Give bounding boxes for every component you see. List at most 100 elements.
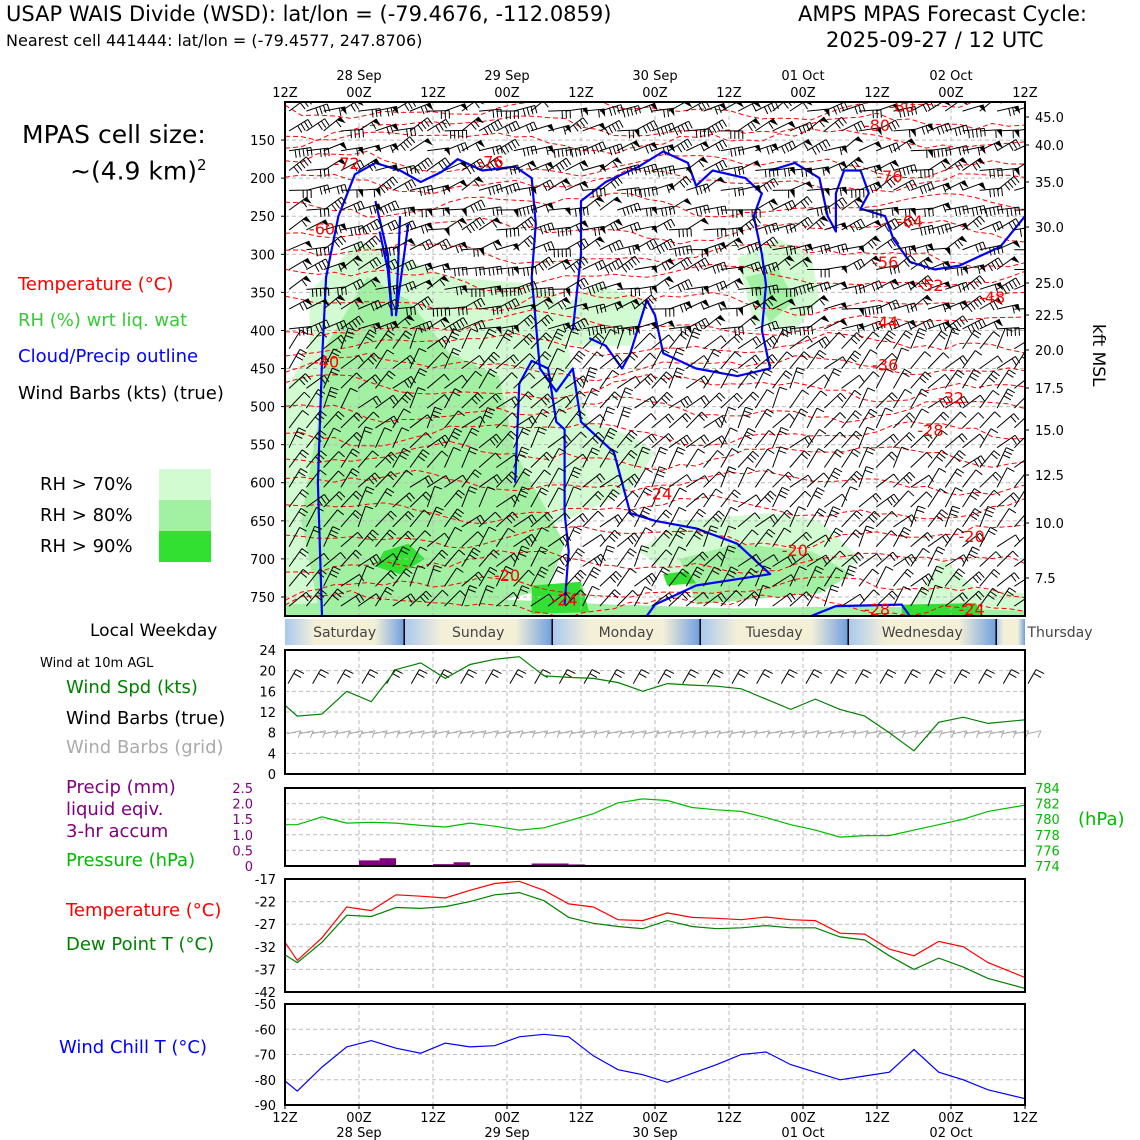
wind-barb	[685, 257, 710, 272]
wind-barb-feather	[579, 183, 584, 192]
wind-barb-shaft	[927, 449, 942, 468]
wind-barb-feather	[779, 430, 788, 435]
wind-barb-feather	[576, 281, 582, 290]
wind-barb	[530, 332, 553, 350]
wind-barb-feather	[394, 200, 400, 209]
wind-barb-feather	[992, 474, 999, 481]
wind-barb-feather	[668, 413, 675, 421]
wind-barb-feather	[937, 546, 946, 551]
wind-barb-feather	[628, 354, 636, 361]
wind-barb-feather	[597, 332, 605, 340]
wind-barb-feather	[959, 556, 966, 564]
wind-barb-feather	[300, 123, 306, 131]
wind-barb-shaft	[720, 165, 743, 172]
wind-barb	[685, 566, 705, 587]
wind-barb-feather	[960, 411, 967, 418]
wind-barb-feather	[866, 466, 874, 470]
wind-barb-feather	[504, 145, 510, 153]
wind-barb-shaft	[634, 294, 652, 310]
temperature-contour	[285, 374, 1025, 403]
wind-barb-feather	[401, 427, 410, 432]
wind-barb-shaft	[772, 298, 793, 310]
wind-barb-feather	[614, 589, 621, 596]
wind-barb-flag	[769, 118, 779, 126]
wind-barb-flag	[407, 238, 416, 246]
wind-barb	[685, 551, 709, 567]
wind-barb-feather	[1030, 531, 1036, 537]
wind-barb-shaft	[875, 530, 892, 548]
wind-barb	[737, 406, 754, 429]
wind-barb-feather	[993, 321, 999, 330]
wind-barb	[720, 489, 741, 508]
wind-barb-shaft	[340, 490, 357, 508]
wind-barb-feather	[406, 469, 413, 476]
wind-barb-shaft	[513, 204, 536, 211]
wind-barb-feather	[886, 333, 894, 340]
wind-barb-flag	[737, 227, 744, 236]
wind-barb-shaft	[426, 373, 445, 389]
wind-barb-shaft	[772, 325, 795, 330]
wind-barb-feather	[634, 188, 637, 197]
wind-barb-feather	[458, 410, 465, 417]
wind-barb-feather	[582, 513, 589, 521]
wind-barb-feather	[958, 207, 962, 216]
wind-barb-feather	[735, 590, 743, 597]
wind-barb-flag	[976, 158, 986, 165]
wind-barb-feather	[455, 245, 460, 254]
wind-barb-feather	[466, 167, 472, 175]
wind-barb-feather	[487, 372, 496, 378]
wind-barb-shaft	[841, 120, 862, 132]
wind-barb-feather	[833, 530, 841, 537]
wind-barb-feather	[647, 297, 654, 304]
wind-barb-shaft	[703, 471, 720, 488]
wind-barb-feather	[479, 217, 485, 225]
wind-barb-feather	[580, 589, 587, 596]
wind-barb-feather	[975, 244, 979, 253]
wind-barb-feather	[330, 371, 339, 376]
wind-barb	[495, 591, 519, 607]
wind-barb-flag	[355, 297, 364, 305]
pressure-axis-tick: 300	[250, 248, 275, 263]
wind-barb-shaft	[461, 328, 472, 349]
wind-barb	[979, 205, 1004, 217]
wind-barb-flag	[563, 259, 572, 267]
wind-barb-flag	[701, 141, 710, 149]
wind-barb-shaft	[893, 245, 916, 251]
wind-barb-feather	[578, 208, 581, 217]
wind-barb-feather	[501, 288, 504, 297]
wind-barb-feather	[858, 285, 862, 294]
wind-barb-flag	[910, 129, 917, 138]
wind-barb-shaft	[444, 374, 463, 389]
wind-barb-shaft	[754, 565, 765, 587]
wind-barb	[806, 116, 830, 132]
wind-barb-feather	[922, 374, 929, 381]
wind-barb-feather	[594, 493, 602, 501]
wind-barb-feather	[733, 336, 740, 344]
wind-barb	[582, 447, 600, 468]
wind-barb-shaft	[547, 348, 558, 369]
wind-barb-shaft	[858, 164, 881, 172]
wind-barb-shaft	[565, 256, 584, 270]
wind-barb-feather	[989, 208, 992, 217]
wind-barb-feather	[974, 488, 982, 494]
wind-barb	[427, 147, 451, 156]
wind-barb-shaft	[409, 491, 427, 508]
wind-barb-feather	[1014, 207, 1017, 216]
wind-barb	[323, 470, 345, 488]
wind-barb-feather	[730, 148, 733, 157]
wind-barb-feather	[658, 450, 667, 455]
wind-barb-feather	[906, 415, 913, 422]
wind-barb-feather	[373, 324, 377, 333]
wind-barb	[426, 434, 451, 449]
wind-barb-feather	[569, 227, 572, 236]
wind-barb-flag	[700, 218, 710, 225]
wind-barb	[616, 548, 637, 567]
wind-barb	[616, 430, 638, 449]
wind-barb-shaft	[823, 585, 832, 607]
wind-barb	[996, 327, 1013, 349]
wind-barb-feather	[973, 300, 979, 308]
wind-barb-shaft	[755, 222, 777, 231]
wind-barb	[893, 128, 917, 138]
wind-barb-feather	[608, 245, 613, 253]
wind-barb-feather	[961, 283, 966, 292]
